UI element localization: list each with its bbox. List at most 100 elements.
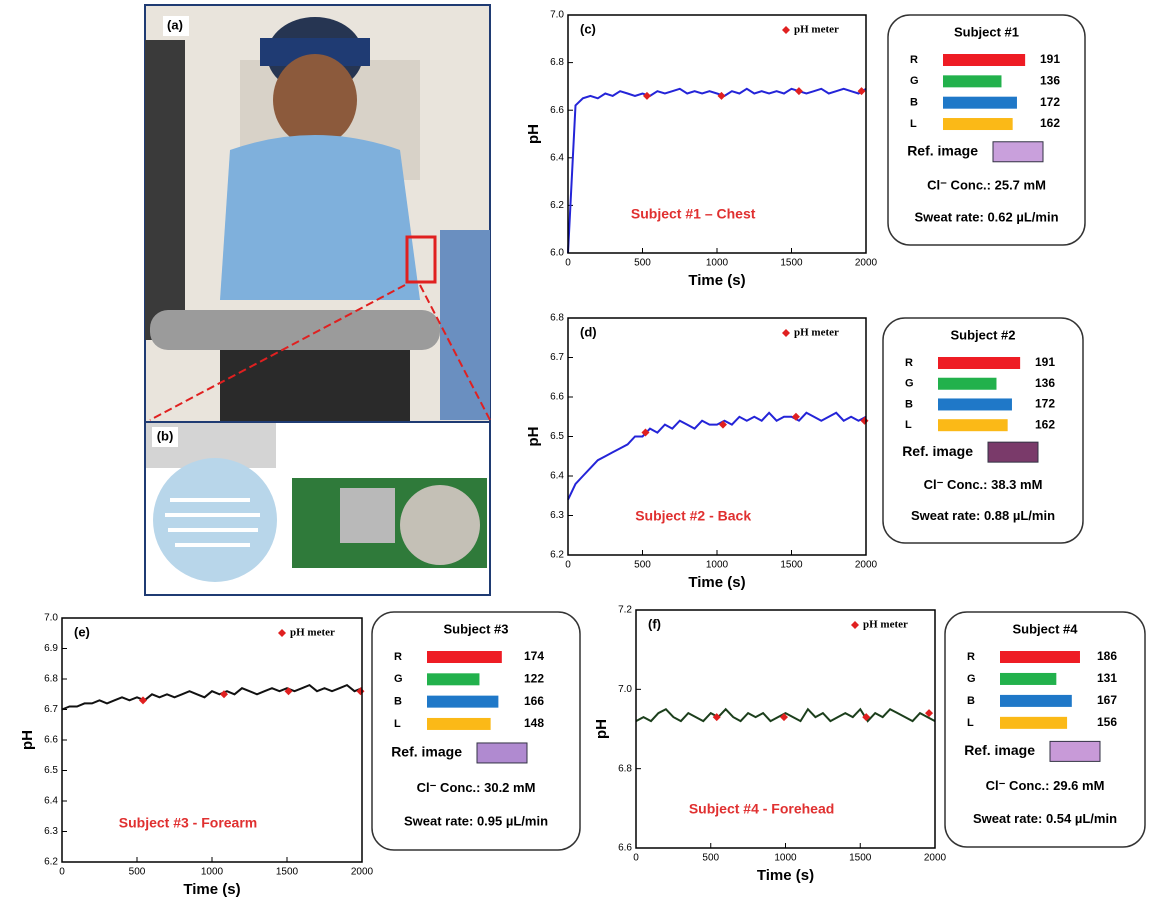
x-axis-label: Time (s) — [183, 881, 240, 898]
sweat-rate: Sweat rate: 0.95 µL/min — [404, 814, 548, 829]
data-line — [568, 89, 866, 253]
channel-value: 156 — [1097, 715, 1117, 729]
legend-marker — [278, 629, 286, 637]
y-tick-label: 7.0 — [618, 684, 632, 695]
channel-label: R — [967, 651, 975, 663]
y-tick-label: 6.9 — [44, 643, 58, 654]
y-tick-label: 6.4 — [550, 152, 564, 163]
channel-bar — [943, 54, 1025, 66]
x-axis-label: Time (s) — [688, 272, 745, 289]
channel-bar — [1000, 673, 1056, 685]
channel-value: 148 — [524, 716, 544, 730]
legend-marker — [851, 621, 859, 629]
channel-label: L — [910, 118, 917, 130]
channel-value: 172 — [1040, 95, 1060, 109]
info-title: Subject #4 — [1012, 621, 1078, 636]
x-tick-label: 1500 — [780, 560, 803, 571]
x-tick-label: 500 — [129, 867, 146, 878]
channel-label: B — [905, 398, 913, 410]
ref-swatch — [477, 743, 527, 763]
x-axis-label: Time (s) — [688, 574, 745, 591]
y-tick-label: 6.3 — [44, 826, 58, 837]
channel-value: 136 — [1035, 376, 1055, 390]
x-tick-label: 0 — [633, 853, 639, 864]
channel-value: 191 — [1040, 52, 1060, 66]
ref-label: Ref. image — [907, 142, 978, 158]
info-title: Subject #1 — [954, 24, 1019, 39]
channel-label: B — [394, 696, 402, 708]
ref-label: Ref. image — [902, 443, 973, 459]
concentration: Cl⁻ Conc.: 25.7 mM — [927, 177, 1046, 192]
annotation: Subject #3 - Forearm — [119, 815, 258, 831]
y-tick-label: 6.8 — [618, 763, 632, 774]
photo-a: (a) — [145, 5, 490, 422]
channel-bar — [943, 118, 1013, 130]
channel-value: 167 — [1097, 693, 1117, 707]
channel-value: 136 — [1040, 74, 1060, 88]
x-tick-label: 1500 — [780, 258, 803, 269]
x-tick-label: 2000 — [855, 560, 878, 571]
concentration: Cl⁻ Conc.: 29.6 mM — [986, 778, 1105, 793]
y-tick-label: 6.4 — [550, 471, 564, 482]
channel-label: G — [905, 378, 914, 390]
legend-marker — [782, 329, 790, 337]
x-tick-label: 2000 — [924, 853, 947, 864]
channel-value: 162 — [1040, 116, 1060, 130]
channel-value: 191 — [1035, 355, 1055, 369]
channel-bar — [938, 357, 1020, 369]
y-tick-label: 6.3 — [550, 510, 564, 521]
page: {"photo": {"label_a": "(a)", "label_b": … — [0, 0, 1151, 907]
channel-bar — [938, 398, 1012, 410]
channel-value: 174 — [524, 649, 544, 663]
channel-bar — [1000, 651, 1080, 663]
y-tick-label: 6.6 — [550, 392, 564, 403]
channel-bar — [1000, 717, 1067, 729]
channel-label: R — [905, 357, 913, 369]
figure: (a) (b) 0 500 1000 1500 2000 6.0 6.2 6.4 6.6 6.8 7… — [0, 0, 1151, 907]
y-tick-label: 6.0 — [550, 248, 564, 259]
y-tick-label: 6.6 — [618, 843, 632, 854]
ref-swatch — [988, 442, 1038, 462]
y-tick-label: 6.8 — [550, 57, 564, 68]
channel-label: G — [967, 673, 976, 685]
panel-label: (e) — [74, 624, 90, 639]
y-tick-label: 6.6 — [44, 735, 58, 746]
x-tick-label: 500 — [634, 560, 651, 571]
channel-value: 186 — [1097, 649, 1117, 663]
data-line — [62, 685, 362, 709]
y-tick-label: 6.2 — [44, 857, 58, 868]
x-tick-label: 0 — [565, 258, 571, 269]
legend-label: pH meter — [794, 327, 839, 339]
panel-label: (a) — [167, 17, 183, 32]
channel-value: 166 — [524, 694, 544, 708]
y-tick-label: 6.7 — [44, 704, 58, 715]
channel-bar — [427, 696, 498, 708]
y-tick-label: 6.6 — [550, 105, 564, 116]
meter-point — [861, 417, 869, 425]
sweat-rate: Sweat rate: 0.62 µL/min — [914, 209, 1058, 224]
channel-bar — [427, 651, 502, 663]
panel-label: (f) — [648, 616, 661, 631]
photo-b: (b) — [145, 422, 490, 595]
channel-label: L — [905, 419, 912, 431]
y-tick-label: 6.8 — [550, 313, 564, 324]
channel-bar — [427, 718, 491, 730]
concentration: Cl⁻ Conc.: 30.2 mM — [417, 780, 536, 795]
legend-label: pH meter — [794, 24, 839, 36]
channel-label: G — [910, 75, 919, 87]
x-tick-label: 1500 — [849, 853, 872, 864]
channel-value: 131 — [1097, 671, 1117, 685]
channel-label: R — [910, 54, 918, 66]
annotation: Subject #1 – Chest — [631, 206, 756, 222]
channel-label: L — [967, 717, 974, 729]
channel-bar — [943, 75, 1001, 87]
ref-swatch — [993, 142, 1043, 162]
x-axis-label: Time (s) — [757, 867, 814, 884]
ref-label: Ref. image — [391, 744, 462, 760]
x-tick-label: 500 — [702, 853, 719, 864]
y-tick-label: 6.2 — [550, 200, 564, 211]
y-axis-label: pH — [525, 427, 542, 447]
x-tick-label: 1500 — [276, 867, 299, 878]
y-tick-label: 6.2 — [550, 550, 564, 561]
x-tick-label: 1000 — [774, 853, 797, 864]
